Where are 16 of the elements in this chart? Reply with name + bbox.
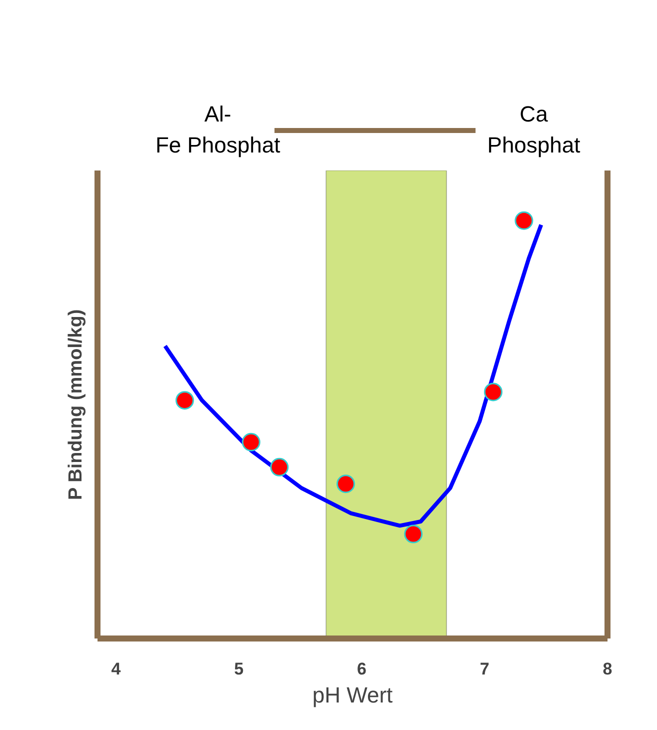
- text: Ca Phosphat: [487, 101, 580, 158]
- x-tick-label: 5: [234, 660, 244, 678]
- point: [270, 458, 289, 476]
- x-tick-label: 6: [356, 660, 366, 678]
- text: Al- Fe Phosphat: [155, 101, 280, 158]
- y-axis-title: P Bindung (mmol/kg): [66, 309, 86, 500]
- x-tick-label: 8: [602, 660, 612, 678]
- x-tick-label: 7: [480, 660, 490, 678]
- point: [514, 211, 534, 230]
- point: [404, 524, 423, 544]
- point: [336, 474, 355, 494]
- point: [176, 391, 194, 410]
- x-tick-label: 4: [111, 660, 122, 678]
- point: [484, 382, 502, 402]
- x-axis-title: pH Wert: [312, 682, 393, 708]
- point: [242, 432, 260, 452]
